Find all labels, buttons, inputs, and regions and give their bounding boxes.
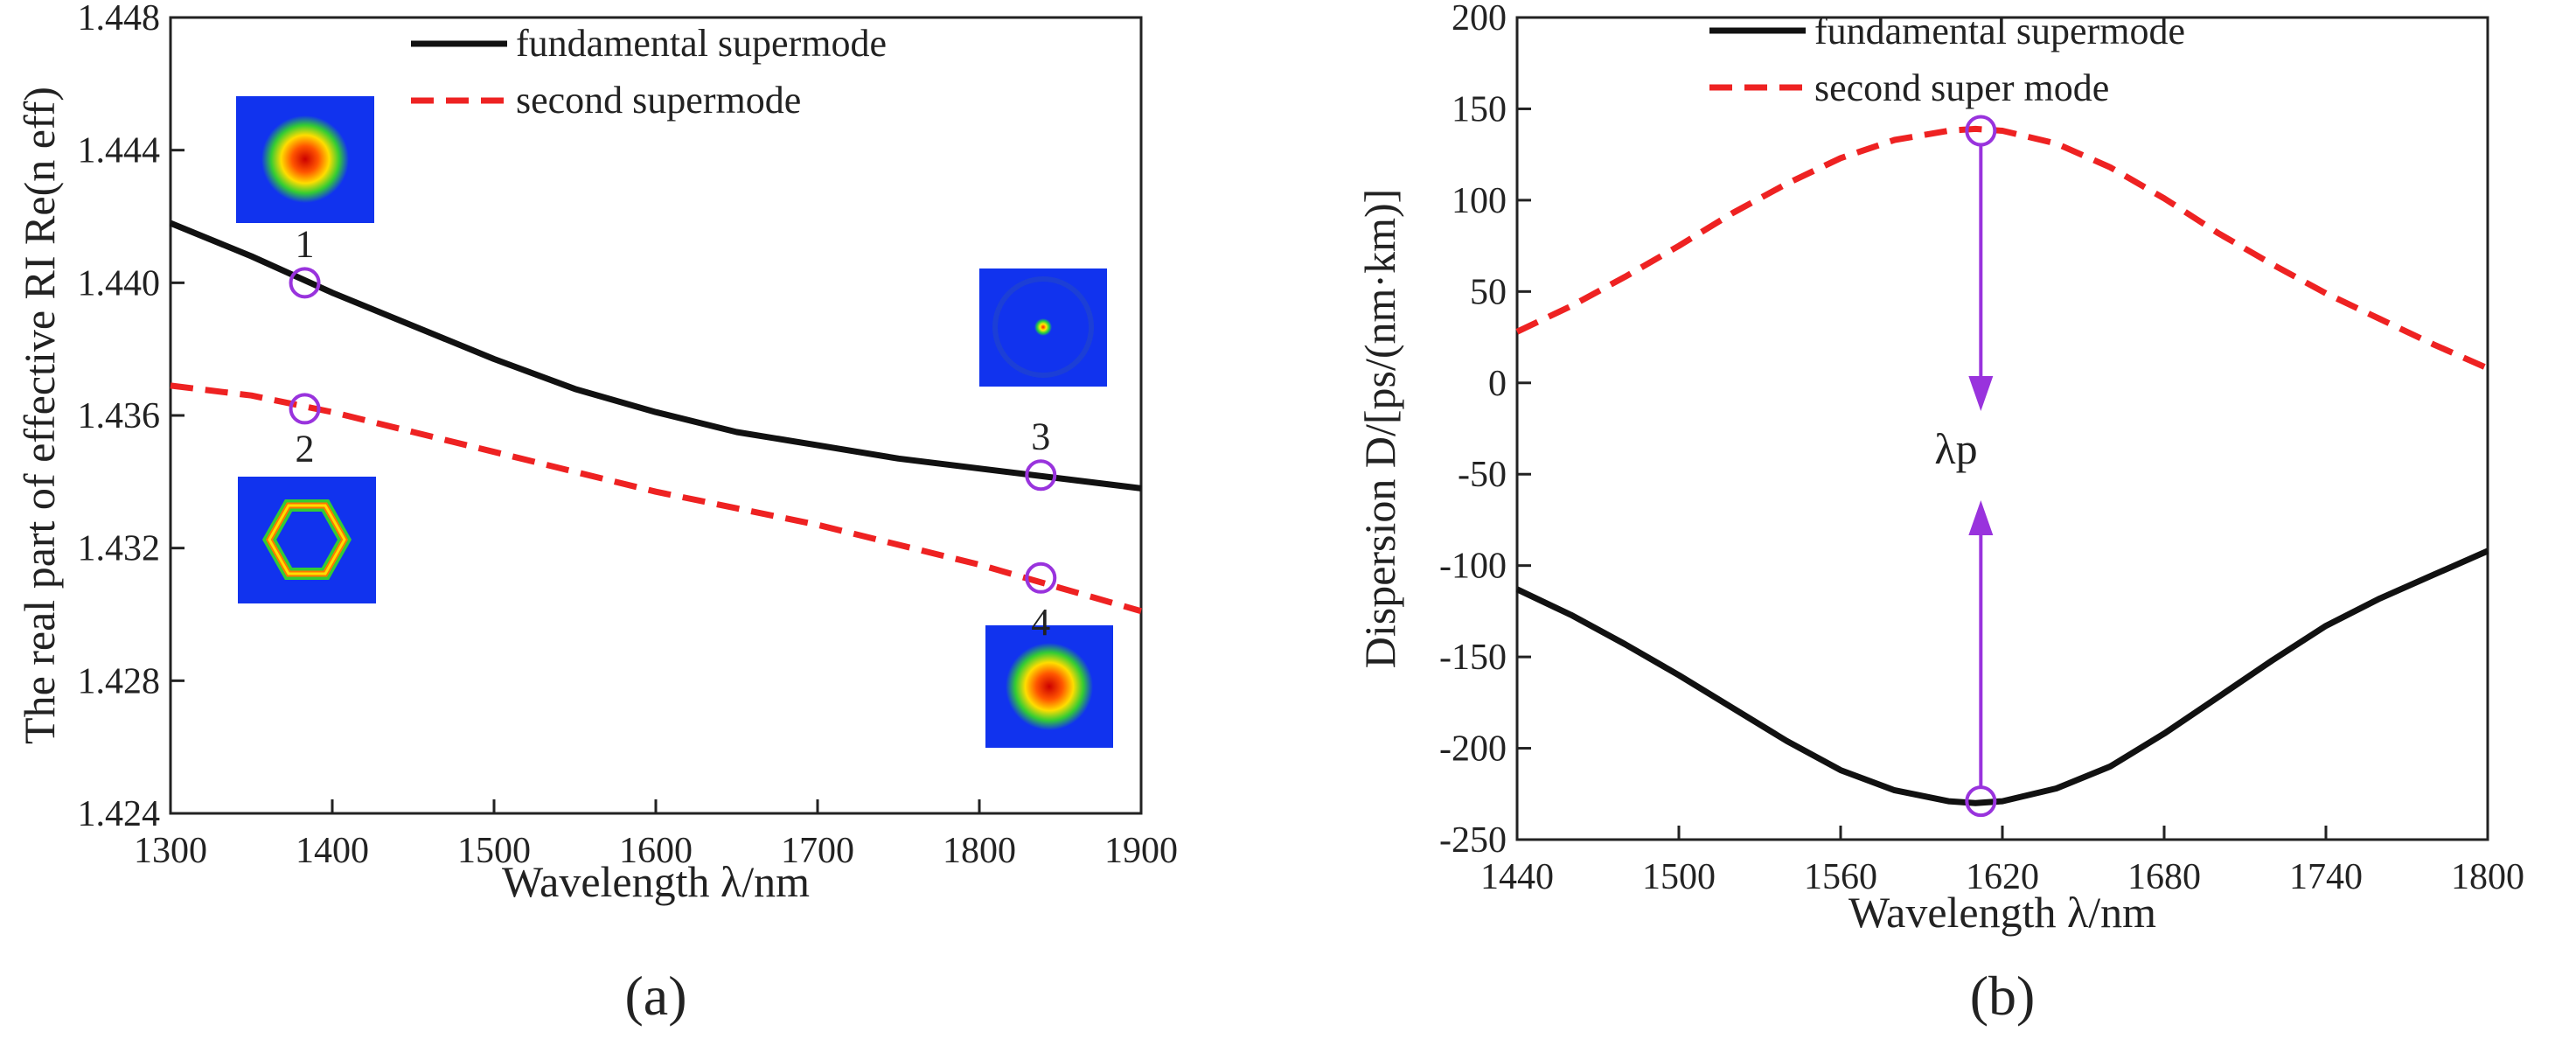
series-line-2: [1515, 125, 2489, 372]
chart-a: 1.424 1.428 1.432 1.436 1.440 1.444 1.448 1300…: [15, 0, 1178, 1027]
chart-a-series: [169, 220, 1142, 615]
chart-a-panel-label: (a): [624, 965, 686, 1027]
chart-a-legend: fundamental supermode second supermode: [411, 22, 887, 122]
series-line-1: [169, 220, 1142, 492]
inset-mode-2: [238, 477, 376, 603]
chart-b-x-axis-title: Wavelength λ/nm: [1848, 888, 2156, 937]
legend-a-label-1: fundamental supermode: [516, 22, 887, 65]
marker-circle-2: [1965, 785, 1997, 818]
x-tick-label: 1900: [1104, 831, 1178, 871]
chart-b-markers: [1965, 115, 1997, 818]
marker-label-2: 2: [296, 427, 315, 470]
chart-a-x-ticks: 1300 1400 1500 1600 1700 1800 1900: [134, 799, 1178, 871]
x-tick-label: 1800: [943, 831, 1016, 871]
y-tick-label: 1.436: [78, 396, 161, 436]
y-tick-label: 200: [1452, 0, 1507, 38]
y-tick-label: -50: [1458, 455, 1507, 495]
x-tick-label: 1800: [2451, 857, 2524, 897]
y-tick-label: -200: [1439, 729, 1507, 770]
x-tick-label: 1600: [619, 831, 693, 871]
y-tick-label: -150: [1439, 638, 1507, 678]
arrow-up-head: [1968, 500, 1994, 535]
legend-a-label-2: second supermode: [516, 79, 801, 122]
y-tick-label: 0: [1488, 364, 1507, 404]
y-tick-label: 100: [1452, 181, 1507, 221]
y-tick-label: -100: [1439, 547, 1507, 587]
y-tick-label: 1.432: [78, 529, 161, 569]
lambda-p-annotation: λp: [1934, 424, 1977, 473]
chart-a-y-ticks: 1.424 1.428 1.432 1.436 1.440 1.444 1.448: [78, 0, 184, 834]
y-tick-label: -250: [1439, 820, 1507, 861]
chart-a-y-axis-title: The real part of effective RI Re(n eff): [15, 87, 64, 744]
marker-label-3: 3: [1031, 415, 1050, 457]
chart-b-plot-frame: [1515, 16, 2489, 841]
x-tick-label: 1400: [296, 831, 369, 871]
marker-label-1: 1: [296, 222, 315, 265]
marker-circle-4: [1025, 561, 1057, 594]
y-tick-label: 1.428: [78, 661, 161, 701]
chart-b-panel-label: (b): [1970, 965, 2036, 1027]
chart-b-series: [1515, 125, 2489, 806]
x-tick-label: 1500: [457, 831, 531, 871]
series-line-2: [170, 382, 1142, 615]
chart-a-markers: 1 2 3 4: [289, 222, 1057, 644]
x-tick-label: 1440: [1480, 857, 1554, 897]
chart-b: -250 -200 -150 -100 -50 0 50 100 150 200 1440 1500…: [1355, 0, 2524, 1027]
y-tick-label: 150: [1452, 89, 1507, 129]
chart-b-y-axis-title: Dispersion D/[ps/(nm·km)]: [1355, 189, 1404, 669]
y-tick-label: 1.444: [78, 131, 161, 171]
inset-mode-1: [236, 96, 374, 223]
marker-circle-3: [1025, 459, 1057, 492]
marker-circle-1: [289, 267, 321, 299]
series-line-1: [1515, 547, 2489, 806]
x-tick-label: 1560: [1804, 857, 1877, 897]
marker-label-4: 4: [1031, 601, 1050, 644]
chart-b-arrows: [1968, 144, 1994, 788]
y-tick-label: 1.424: [78, 794, 161, 834]
inset-mode-4: [985, 625, 1113, 748]
chart-b-x-ticks: 1440 1500 1560 1620 1680 1740 1800: [1480, 826, 2524, 897]
legend-b-label-2: second super mode: [1814, 66, 2109, 109]
legend-b-label-1: fundamental supermode: [1814, 10, 2185, 52]
y-tick-label: 1.440: [78, 263, 161, 303]
marker-circle-2: [289, 393, 321, 425]
y-tick-label: 50: [1470, 272, 1507, 312]
chart-b-y-ticks: -250 -200 -150 -100 -50 0 50 100 150 200: [1439, 0, 1531, 861]
x-tick-label: 1740: [2289, 857, 2363, 897]
y-tick-label: 1.448: [78, 0, 161, 38]
chart-a-x-axis-title: Wavelength λ/nm: [502, 857, 810, 906]
arrow-down-head: [1968, 376, 1994, 411]
chart-b-legend: fundamental supermode second super mode: [1709, 10, 2185, 109]
x-tick-label: 1620: [1966, 857, 2039, 897]
marker-circle-1: [1965, 115, 1997, 147]
x-tick-label: 1700: [781, 831, 854, 871]
x-tick-label: 1680: [2127, 857, 2201, 897]
x-tick-label: 1500: [1642, 857, 1716, 897]
inset-mode-3: [979, 268, 1107, 387]
x-tick-label: 1300: [134, 831, 207, 871]
